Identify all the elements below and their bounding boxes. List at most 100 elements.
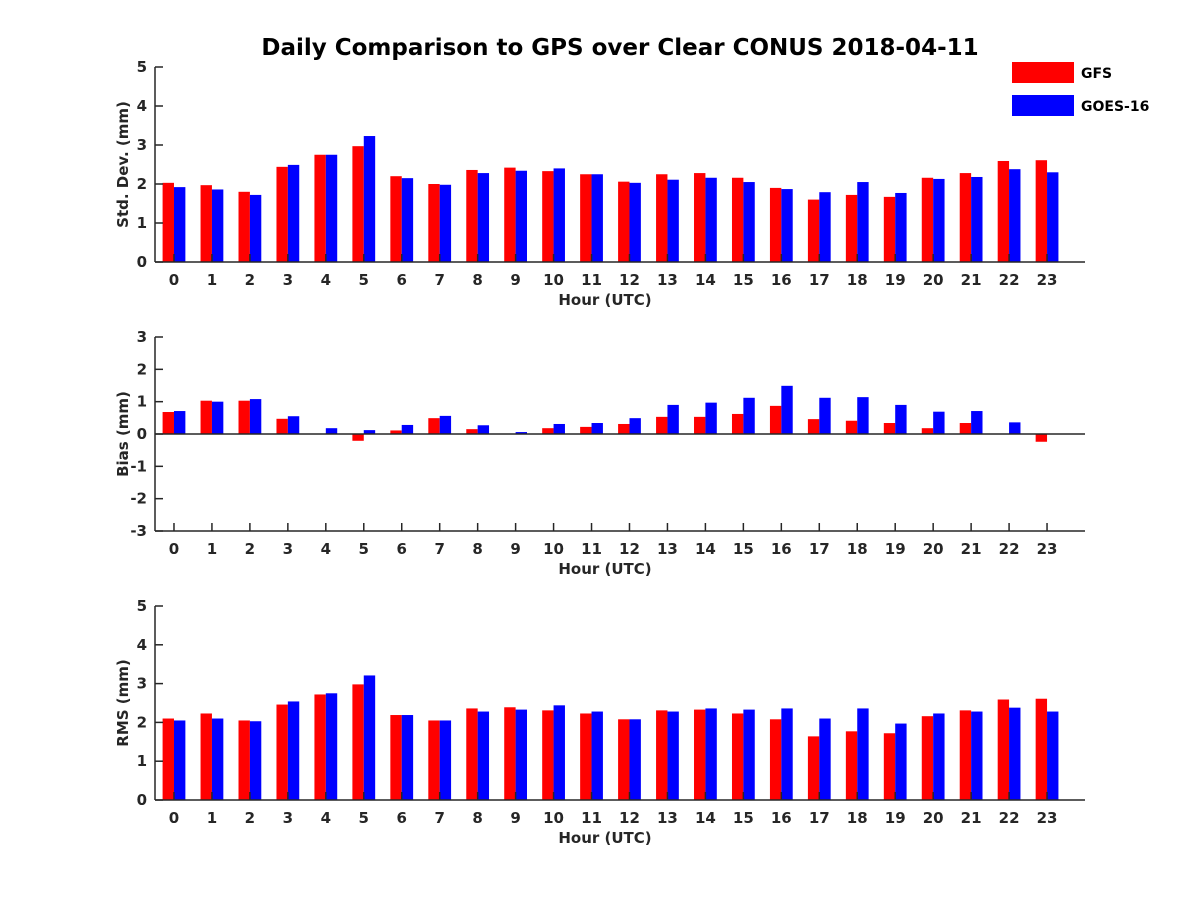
bar-gfs-hour-20 [921,177,934,262]
bar-goes-16-hour-1 [211,718,224,800]
x-tick-label: 10 [543,271,564,289]
bar-gfs-hour-18 [845,194,858,262]
x-tick-label: 0 [169,271,179,289]
bar-gfs-hour-0 [162,182,174,262]
x-tick-label: 3 [283,809,293,827]
x-tick-label: 16 [771,540,792,558]
bar-gfs-hour-12 [618,181,630,262]
x-tick-label: 16 [771,809,792,827]
bar-goes-16-hour-13 [667,404,679,434]
x-tick-label: 1 [207,271,217,289]
x-tick-label: 16 [771,271,792,289]
bar-goes-16-hour-19 [895,192,907,262]
bar-goes-16-hour-11 [591,423,603,434]
bar-goes-16-hour-20 [933,713,945,800]
bar-gfs-hour-16 [769,405,782,434]
bar-goes-16-hour-12 [629,182,641,262]
bar-goes-16-hour-19 [895,404,907,434]
bar-gfs-hour-9 [504,167,516,262]
bar-gfs-hour-3 [276,166,288,262]
bar-gfs-hour-22 [997,160,1010,262]
y-axis-label: Std. Dev. (mm) [114,101,132,228]
y-axis-label: RMS (mm) [114,659,132,746]
bar-gfs-hour-18 [845,420,858,434]
bar-gfs-hour-5 [352,684,364,800]
bar-goes-16-hour-20 [933,178,945,262]
x-tick-label: 19 [885,271,906,289]
y-tick-label: -3 [130,522,147,540]
y-axis-label: Bias (mm) [114,391,132,477]
bar-gfs-hour-21 [959,173,972,262]
bar-goes-16-hour-4 [325,428,338,434]
bar-gfs-hour-10 [542,428,554,434]
x-tick-label: 9 [510,271,520,289]
y-tick-label: 3 [137,675,147,693]
bar-goes-16-hour-5 [363,136,376,262]
y-tick-label: 1 [137,214,147,232]
bar-goes-16-hour-17 [819,192,831,262]
bar-goes-16-hour-19 [895,723,907,800]
bar-goes-16-hour-21 [971,711,983,800]
bar-goes-16-hour-7 [439,184,452,262]
x-tick-label: 14 [695,271,716,289]
x-axis-label: Hour (UTC) [558,560,651,578]
bar-gfs-hour-8 [466,429,478,434]
x-tick-label: 6 [397,271,407,289]
x-tick-label: 1 [207,809,217,827]
bar-gfs-hour-17 [807,419,820,434]
bar-gfs-hour-17 [807,199,820,262]
y-tick-label: -2 [130,490,147,508]
x-tick-label: 8 [472,809,482,827]
x-axis-label: Hour (UTC) [558,829,651,847]
x-tick-label: 14 [695,540,716,558]
bar-goes-16-hour-4 [325,693,338,800]
x-tick-label: 8 [472,540,482,558]
y-tick-label: 3 [137,328,147,346]
x-tick-label: 4 [321,809,331,827]
bar-gfs-hour-16 [769,719,782,800]
bar-gfs-hour-11 [580,174,592,262]
bar-goes-16-hour-0 [173,720,186,800]
x-tick-label: 10 [543,540,564,558]
x-tick-label: 15 [733,271,754,289]
bar-goes-16-hour-0 [173,187,186,262]
x-tick-label: 2 [245,540,255,558]
legend-label-goes16: GOES-16 [1081,99,1149,115]
legend: GFS GOES-16 [1012,62,1149,116]
x-tick-label: 21 [961,540,982,558]
bar-goes-16-hour-22 [1009,422,1021,434]
x-tick-label: 19 [885,540,906,558]
x-tick-label: 3 [283,271,293,289]
y-tick-label: 0 [137,425,147,443]
bar-goes-16-hour-14 [705,402,717,434]
bar-goes-16-hour-4 [325,154,338,262]
bar-gfs-hour-15 [731,177,744,262]
bar-gfs-hour-1 [200,400,212,434]
y-tick-label: 3 [137,136,147,154]
x-tick-label: 2 [245,271,255,289]
bar-gfs-hour-3 [276,704,288,800]
x-tick-label: 22 [999,271,1020,289]
bar-goes-16-hour-16 [781,189,793,262]
bar-gfs-hour-10 [542,710,554,800]
bar-goes-16-hour-15 [743,182,755,262]
bar-goes-16-hour-5 [363,430,376,434]
legend-swatch-gfs [1012,62,1074,83]
bar-goes-16-hour-2 [249,194,262,262]
bar-goes-16-hour-0 [173,411,186,434]
y-tick-label: 2 [137,360,147,378]
bar-goes-16-hour-1 [211,401,224,434]
bar-gfs-hour-20 [921,428,934,434]
x-tick-label: 17 [809,809,830,827]
bar-goes-16-hour-1 [211,189,224,262]
x-tick-label: 5 [359,540,369,558]
bar-gfs-hour-6 [390,176,402,262]
bar-gfs-hour-0 [162,412,174,434]
bar-goes-16-hour-8 [477,711,490,800]
bar-gfs-hour-8 [466,708,478,800]
bar-gfs-hour-20 [921,716,934,800]
bar-gfs-hour-11 [580,713,592,800]
bar-gfs-hour-8 [466,169,478,262]
